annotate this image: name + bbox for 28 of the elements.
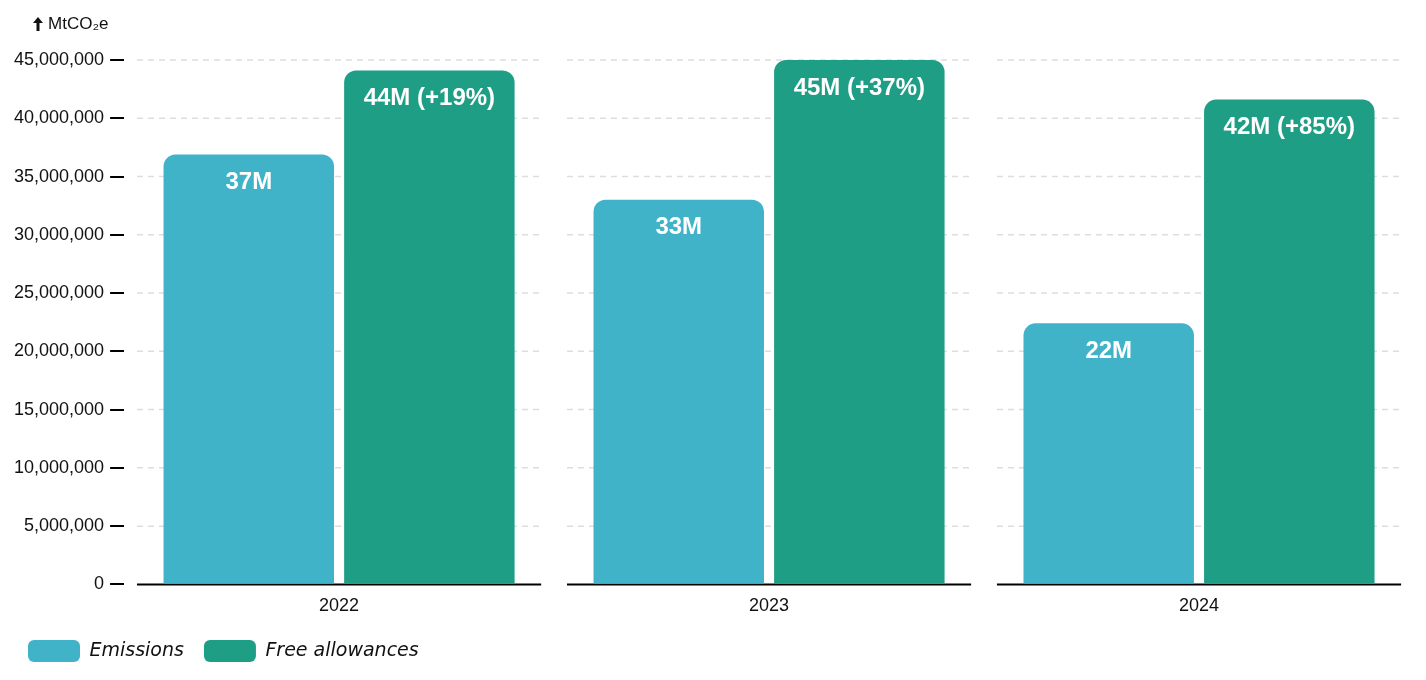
y-tick-label: 0 xyxy=(94,573,105,594)
data-label: 45M (+37%) xyxy=(793,72,926,100)
data-label: 22M xyxy=(1085,335,1133,363)
y-tick-label: 30,000,000 xyxy=(13,223,105,244)
y-tick-label: 15,000,000 xyxy=(13,398,105,419)
data-label: 42M (+85%) xyxy=(1223,112,1355,140)
x-tick-label: 2023 xyxy=(749,595,790,616)
y-tick-label: 5,000,000 xyxy=(24,515,105,536)
bar xyxy=(1023,323,1194,584)
bar xyxy=(163,154,335,584)
y-tick-label: 35,000,000 xyxy=(13,165,105,186)
y-axis-title: MtCO₂e xyxy=(48,13,109,33)
y-tick-label: 45,000,000 xyxy=(13,48,105,69)
legend-label: Free allowances xyxy=(265,637,419,660)
data-label: 33M xyxy=(655,212,703,240)
bar xyxy=(774,60,945,584)
bar xyxy=(1204,99,1375,584)
data-label: 44M (+19%) xyxy=(363,83,496,111)
y-tick-label: 25,000,000 xyxy=(13,282,105,303)
data-label: 37M xyxy=(225,167,273,195)
x-tick-label: 2024 xyxy=(1178,595,1220,616)
y-tick-label: 10,000,000 xyxy=(13,456,105,477)
bar xyxy=(344,70,515,584)
x-tick-label: 2022 xyxy=(319,595,360,616)
legend-label: Emissions xyxy=(89,637,185,660)
bar xyxy=(593,199,764,584)
y-tick-label: 20,000,000 xyxy=(13,340,105,361)
y-tick-label: 40,000,000 xyxy=(13,107,105,128)
